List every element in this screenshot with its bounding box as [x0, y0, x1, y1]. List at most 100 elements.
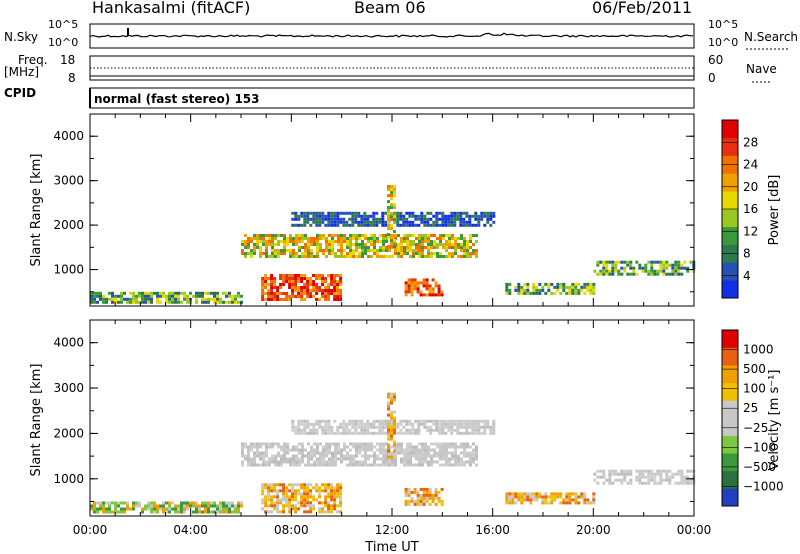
echo-cell	[216, 297, 219, 301]
echo-cell	[117, 300, 120, 304]
echo-cell	[457, 255, 460, 258]
echo-cell	[379, 240, 382, 243]
echo-cell	[608, 472, 612, 476]
echo-cell	[526, 492, 530, 496]
echo-cell	[422, 496, 426, 500]
echo-cell	[472, 243, 475, 246]
nave-label: Nave	[746, 62, 777, 76]
echo-cell	[207, 504, 210, 508]
echo-cell	[321, 431, 325, 435]
echo-cell	[529, 498, 533, 502]
echo-cell	[414, 428, 418, 432]
echo-cell	[363, 428, 367, 432]
echo-cell	[364, 246, 367, 249]
echo-cell	[174, 300, 177, 304]
echo-cell	[189, 501, 192, 505]
echo-cell	[309, 489, 313, 493]
echo-cell	[544, 495, 548, 499]
echo-cell	[370, 237, 373, 240]
echo-cell	[372, 425, 376, 429]
echo-cell	[295, 240, 298, 243]
echo-cell	[523, 282, 527, 286]
echo-cell	[659, 481, 663, 485]
echo-cell	[424, 255, 427, 258]
echo-cell	[629, 266, 633, 270]
echo-cell	[307, 237, 310, 240]
echo-cell	[319, 451, 322, 455]
echo-cell	[373, 234, 376, 237]
echo-cell	[355, 240, 358, 243]
echo-cell	[390, 419, 393, 423]
echo-cell	[559, 492, 563, 496]
echo-cell	[402, 217, 406, 221]
echo-cell	[204, 291, 207, 295]
echo-cell	[427, 255, 430, 258]
echo-cell	[447, 214, 451, 218]
echo-cell	[553, 291, 557, 295]
echo-cell	[463, 442, 466, 446]
echo-cell	[674, 263, 678, 267]
echo-cell	[330, 489, 334, 493]
echo-cell	[605, 272, 609, 276]
echo-cell	[369, 223, 373, 227]
echo-cell	[333, 292, 337, 295]
echo-cell	[327, 492, 331, 496]
echo-cell	[378, 431, 382, 435]
echo-cell	[297, 431, 301, 435]
echo-cell	[328, 448, 331, 452]
echo-cell	[321, 283, 325, 286]
echo-cell	[592, 498, 596, 502]
echo-cell	[469, 460, 472, 464]
echo-cell	[393, 218, 396, 222]
echo-cell	[319, 243, 322, 246]
echo-cell	[415, 249, 418, 252]
echo-cell	[659, 263, 663, 267]
echo-cell	[393, 230, 396, 234]
echo-cell	[364, 460, 367, 464]
echo-cell	[336, 214, 340, 218]
echo-cell	[264, 486, 268, 490]
echo-cell	[298, 249, 301, 252]
echo-cell	[318, 289, 322, 292]
echo-cell	[330, 483, 334, 487]
echo-cell	[445, 463, 448, 467]
echo-cell	[677, 266, 681, 270]
echo-cell	[421, 240, 424, 243]
echo-cell	[273, 504, 277, 508]
echo-cell	[626, 481, 630, 485]
echo-cell	[259, 234, 262, 237]
echo-cell	[294, 283, 298, 286]
echo-cell	[592, 285, 596, 289]
echo-cell	[635, 272, 639, 276]
echo-cell	[330, 283, 334, 286]
echo-cell	[216, 507, 219, 511]
echo-cell	[295, 445, 298, 449]
echo-cell	[291, 292, 295, 295]
echo-cell	[626, 260, 630, 264]
echo-cell	[327, 425, 331, 429]
echo-cell	[271, 442, 274, 446]
echo-cell	[608, 269, 612, 273]
echo-cell	[492, 214, 496, 218]
echo-cell	[441, 217, 445, 221]
echo-cell	[307, 243, 310, 246]
echo-cell	[405, 217, 409, 221]
y-tick-label: 2000	[53, 426, 84, 440]
echo-cell	[147, 501, 150, 505]
echo-cell	[336, 286, 340, 289]
echo-cell	[337, 237, 340, 240]
echo-cell	[445, 457, 448, 461]
colorbar-swatch	[722, 173, 738, 192]
echo-cell	[644, 263, 648, 267]
echo-cell	[477, 214, 481, 218]
echo-cell	[445, 246, 448, 249]
echo-cell	[440, 487, 444, 491]
echo-cell	[337, 451, 340, 455]
echo-cell	[526, 498, 530, 502]
echo-cell	[457, 237, 460, 240]
echo-cell	[629, 469, 633, 473]
echo-cell	[195, 501, 198, 505]
echo-cell	[355, 255, 358, 258]
echo-cell	[216, 510, 219, 514]
echo-cell	[300, 428, 304, 432]
